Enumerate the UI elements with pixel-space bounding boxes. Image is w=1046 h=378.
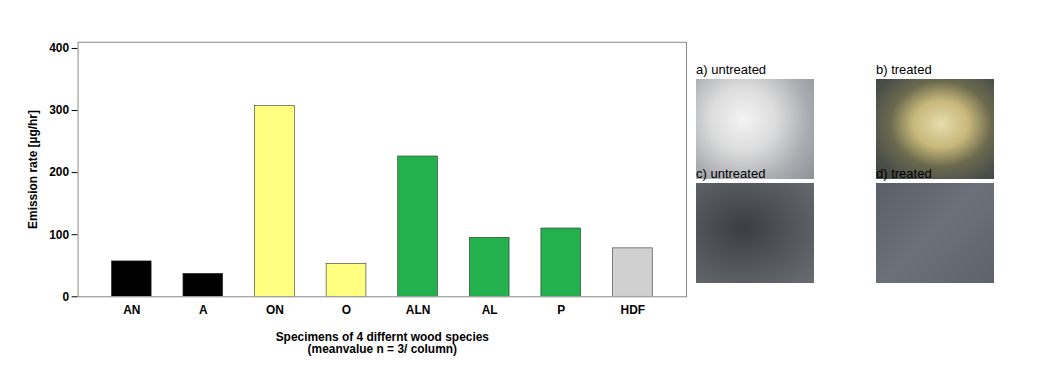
svg-text:A: A [199, 303, 208, 317]
html-text:c) untreated: c) untreated [696, 166, 766, 181]
html-text:b) treated: b) treated [876, 62, 932, 77]
svg-text:ON: ON [266, 303, 284, 317]
svg-text:400: 400 [49, 41, 69, 55]
svg-text:AN: AN [123, 303, 140, 317]
svg-text:AL: AL [482, 303, 498, 317]
svg-text:100: 100 [49, 228, 69, 242]
html-text:d) treated: d) treated [876, 166, 932, 181]
html-text:a) untreated: a) untreated [696, 62, 767, 77]
svg-text:O: O [342, 303, 351, 317]
svg-text:300: 300 [49, 103, 69, 117]
svg-text:Specimens of 4 differnt wood s: Specimens of 4 differnt wood species(mea… [276, 330, 490, 356]
svg-text:HDF: HDF [621, 303, 646, 317]
svg-text:P: P [557, 303, 565, 317]
svg-text:ALN: ALN [406, 303, 431, 317]
svg-text:0: 0 [62, 290, 69, 304]
svg-text:Emission rate [µg/hr]: Emission rate [µg/hr] [26, 110, 40, 229]
svg-text:200: 200 [49, 165, 69, 179]
